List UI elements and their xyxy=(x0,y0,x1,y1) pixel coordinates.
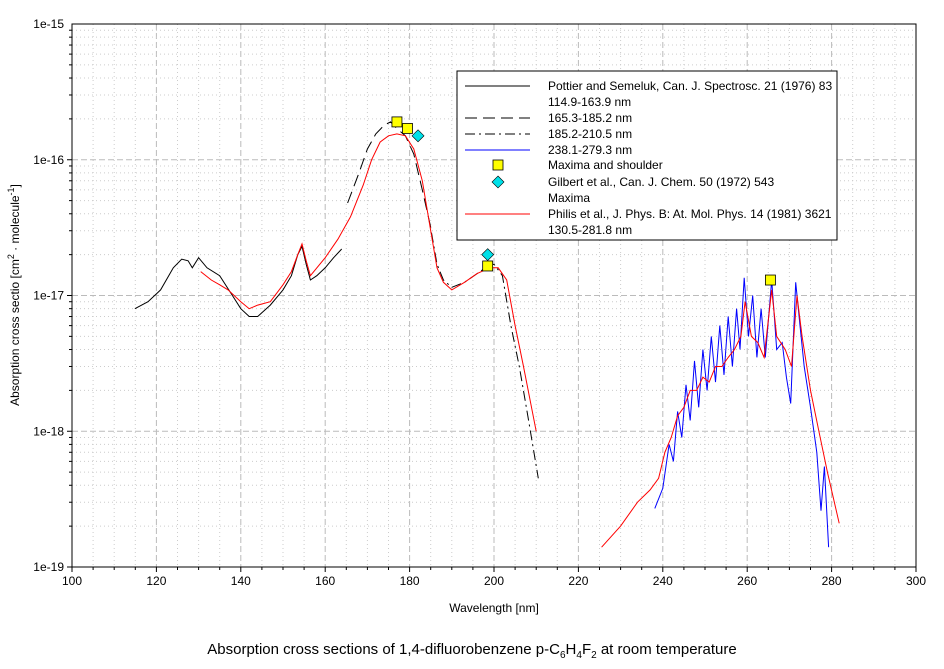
x-tick-label: 280 xyxy=(822,574,842,588)
y-axis-label: Absorption cross sectio [cm2 · molecule-… xyxy=(6,184,22,406)
markers xyxy=(391,116,776,286)
series-line-1 xyxy=(347,121,432,231)
marker-diamond xyxy=(481,248,495,262)
marker-square xyxy=(482,260,494,272)
x-tick-label: 120 xyxy=(146,574,166,588)
legend-box xyxy=(456,70,838,241)
axis-ticks: 100 120 140 160 180 200 220 240 260 280 300 1e-19 1e… xyxy=(33,17,926,588)
legend-label: 185.2-210.5 nm xyxy=(548,127,632,141)
x-tick-label: 180 xyxy=(400,574,420,588)
plot-frame xyxy=(71,23,917,568)
legend-label: Philis et al., J. Phys. B: At. Mol. Phys… xyxy=(548,207,832,221)
x-tick-label: 140 xyxy=(231,574,251,588)
marker-diamond xyxy=(491,175,505,189)
y-tick-label: 1e-19 xyxy=(33,560,64,574)
series-line-4 xyxy=(200,133,840,548)
legend-label: 114.9-163.9 nm xyxy=(548,95,631,109)
x-tick-label: 160 xyxy=(315,574,335,588)
marker-square xyxy=(765,274,776,286)
x-tick-label: 300 xyxy=(906,574,926,588)
series-line-2 xyxy=(431,232,539,479)
marker-diamond xyxy=(411,129,425,143)
marker-square xyxy=(391,116,403,128)
x-tick-label: 200 xyxy=(484,574,504,588)
marker-square xyxy=(492,159,504,171)
legend-label: 165.3-185.2 nm xyxy=(548,111,632,125)
x-tick-label: 260 xyxy=(737,574,757,588)
legend-label: Pottier and Semeluk, Can. J. Spectrosc. … xyxy=(548,79,832,93)
series-line-0 xyxy=(134,244,343,317)
figure-caption: Absorption cross sections of 1,4-difluor… xyxy=(207,641,737,661)
y-tick-label: 1e-18 xyxy=(33,424,64,438)
x-tick-label: 220 xyxy=(568,574,588,588)
series-line-3 xyxy=(654,277,830,548)
y-tick-label: 1e-16 xyxy=(33,153,64,167)
legend-label: 238.1-279.3 nm xyxy=(548,143,632,157)
legend-label: 130.5-281.8 nm xyxy=(548,223,632,237)
x-tick-label: 240 xyxy=(653,574,673,588)
y-tick-label: 1e-17 xyxy=(33,289,64,303)
legend-label: Maxima and shoulder xyxy=(548,158,663,172)
grid xyxy=(71,24,917,568)
legend-label: Gilbert et al., Can. J. Chem. 50 (1972) … xyxy=(548,175,774,189)
legend-label: Maxima xyxy=(548,191,590,205)
legend: Pottier and Semeluk, Can. J. Spectrosc. … xyxy=(456,70,838,241)
y-tick-label: 1e-15 xyxy=(33,17,64,31)
series-lines xyxy=(134,121,840,548)
x-axis-label: Wavelength [nm] xyxy=(449,601,539,615)
marker-square xyxy=(402,123,413,134)
x-tick-label: 100 xyxy=(62,574,82,588)
